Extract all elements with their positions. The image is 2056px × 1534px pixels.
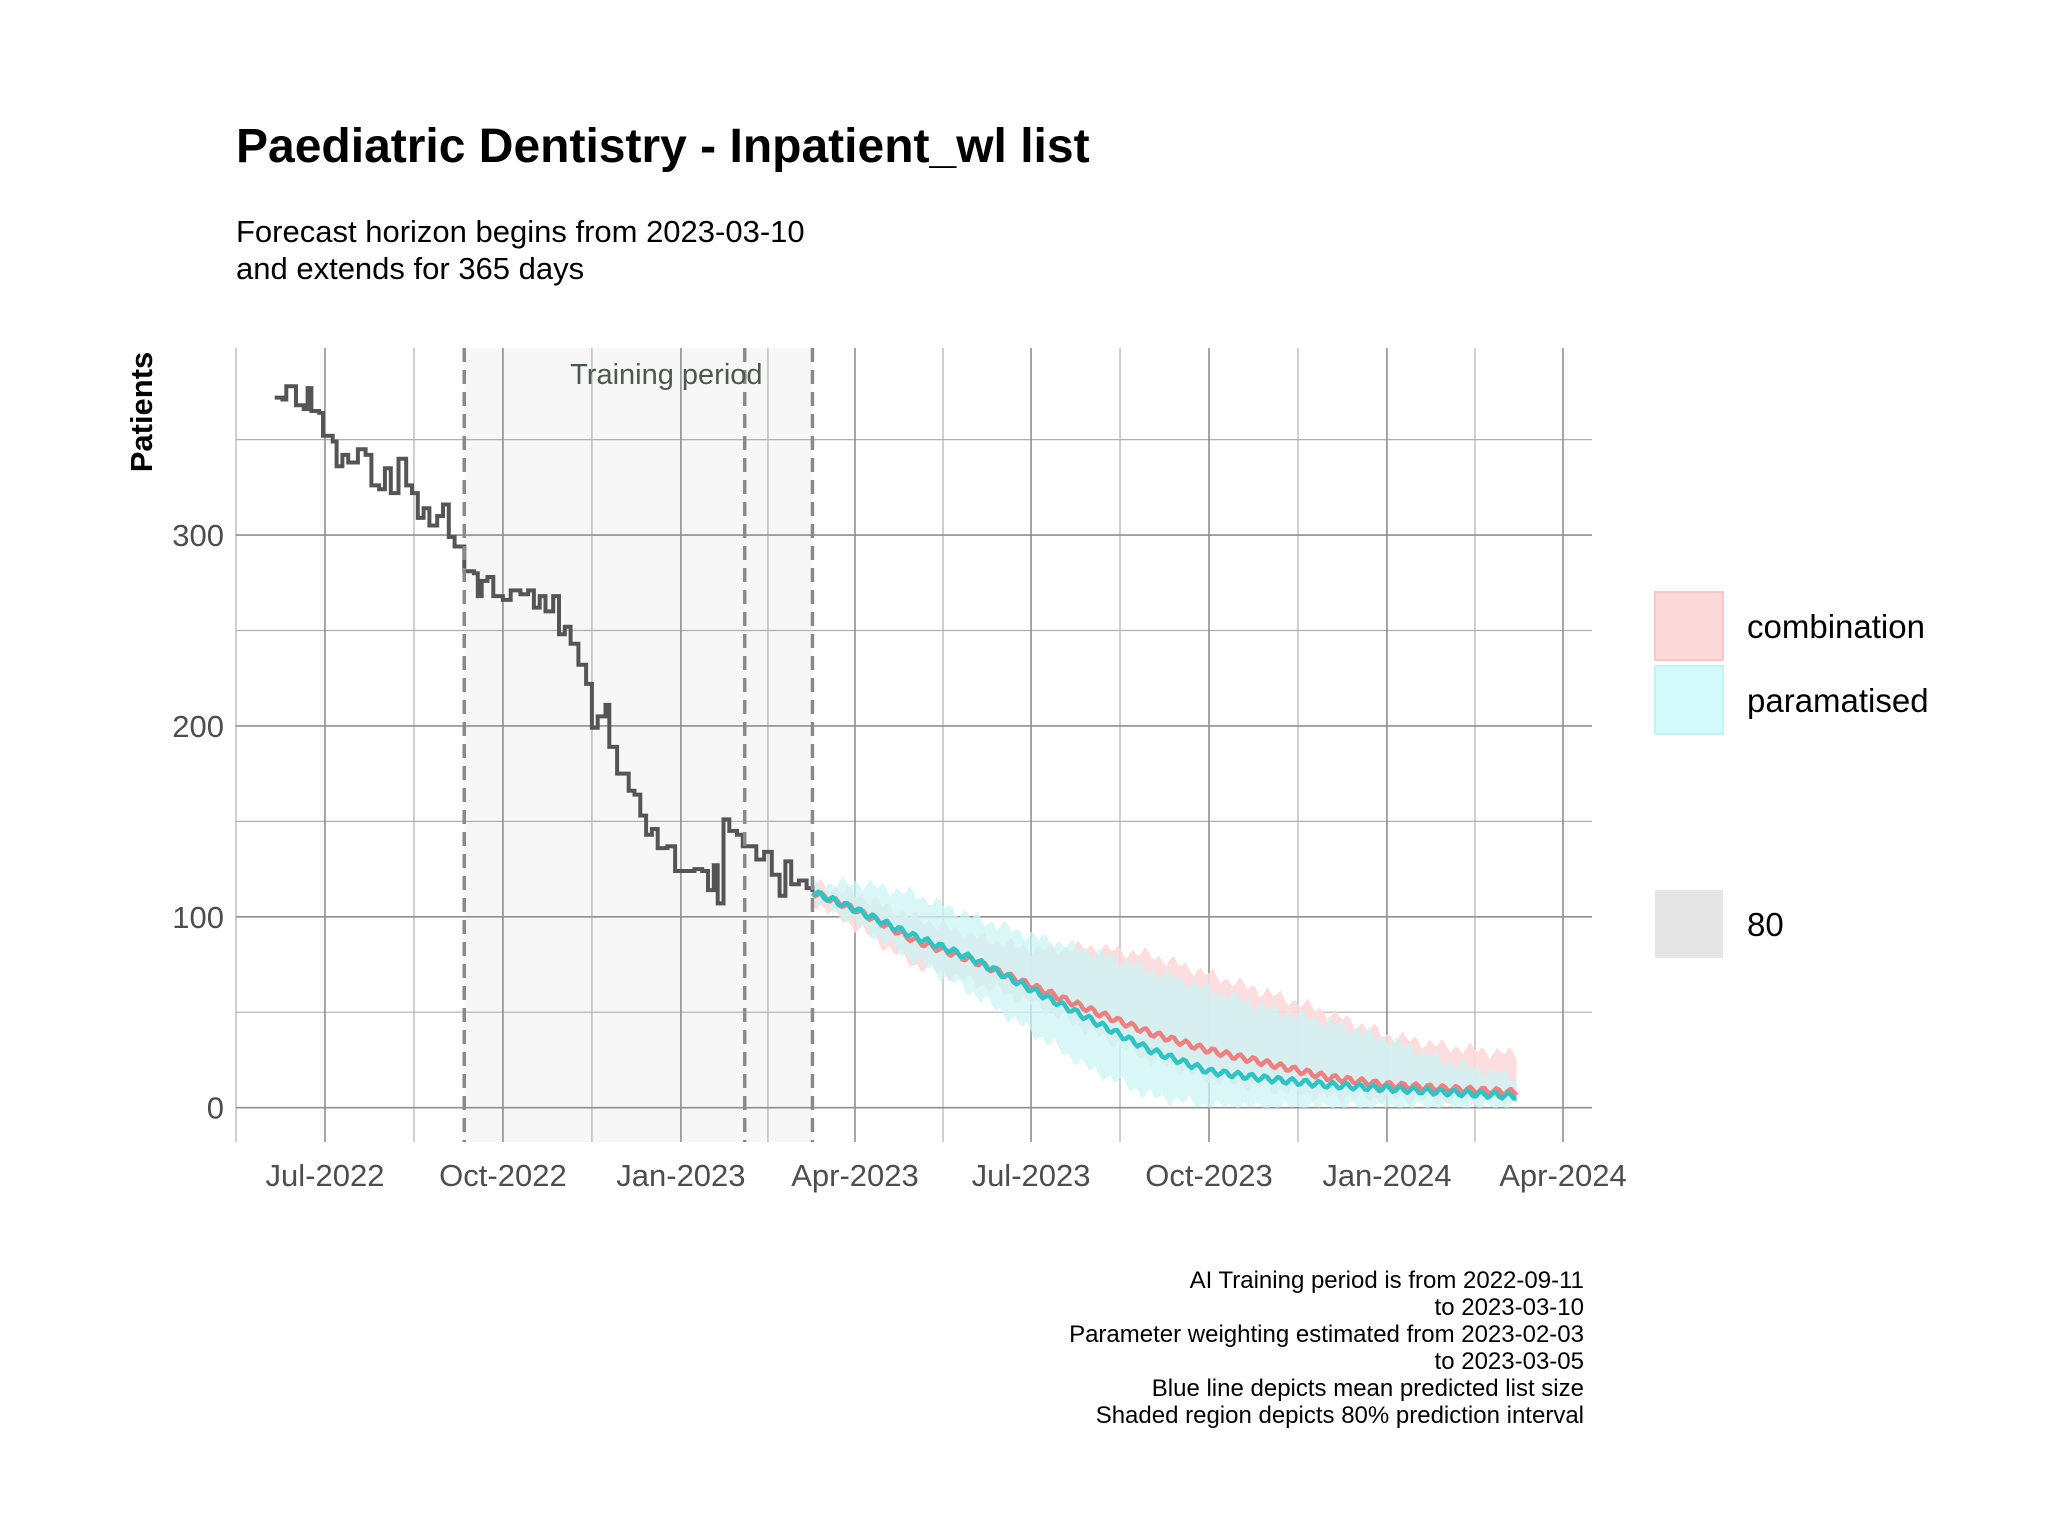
caption-line-2: to 2023-03-10	[1435, 1294, 1584, 1321]
chart-subtitle-line-2: and extends for 365 days	[236, 251, 584, 286]
band-paramatised	[812, 876, 1517, 1108]
mean-line-paramatised	[811, 889, 1517, 1101]
caption: AI Training period is from 2022-09-11 to…	[1069, 1267, 1584, 1429]
legend-label-paramatised: paramatised	[1747, 682, 1929, 719]
chart-subtitle-line-1: Forecast horizon begins from 2023-03-10	[236, 214, 805, 249]
caption-line-6: Shaded region depicts 80% prediction int…	[1096, 1402, 1584, 1429]
training-period-label: Training period	[570, 359, 762, 391]
y-tick-label-0: 0	[207, 1091, 224, 1126]
legend-label-combination: combination	[1747, 608, 1925, 645]
training-period-shade	[464, 348, 813, 1142]
observed-line	[274, 384, 815, 906]
caption-line-1: AI Training period is from 2022-09-11	[1190, 1267, 1584, 1294]
x-tick-label-6: Jan-2024	[1322, 1158, 1451, 1193]
x-tick-label-2: Jan-2023	[616, 1158, 745, 1193]
x-tick-label-5: Oct-2023	[1145, 1158, 1273, 1193]
plot-area: Jul-2022 Oct-2022 Jan-2023 Apr-2023 Jul-2023…	[172, 348, 1627, 1193]
legend-swatch-paramatised	[1654, 665, 1724, 735]
legend-label-80: 80	[1747, 906, 1784, 943]
chart-title: Paediatric Dentistry - Inpatient_wl list	[236, 120, 1090, 173]
x-tick-label-3: Apr-2023	[791, 1158, 919, 1193]
y-tick-label-2: 200	[172, 709, 224, 744]
x-tick-label-7: Apr-2024	[1499, 1158, 1627, 1193]
legend-swatch-80	[1655, 890, 1723, 958]
x-tick-label-4: Jul-2023	[972, 1158, 1091, 1193]
x-tick-label-1: Oct-2022	[439, 1158, 567, 1193]
x-tick-label-0: Jul-2022	[266, 1158, 385, 1193]
y-tick-label-3: 300	[172, 518, 224, 553]
y-tick-label-1: 100	[172, 900, 224, 935]
legend-swatch-combination	[1654, 591, 1724, 661]
y-axis-label: Patients	[124, 352, 159, 473]
caption-line-4: to 2023-03-05	[1435, 1348, 1584, 1375]
caption-line-5: Blue line depicts mean predicted list si…	[1152, 1375, 1584, 1402]
legend: combination paramatised 80	[1654, 591, 1929, 958]
caption-line-3: Parameter weighting estimated from 2023-…	[1069, 1321, 1584, 1348]
